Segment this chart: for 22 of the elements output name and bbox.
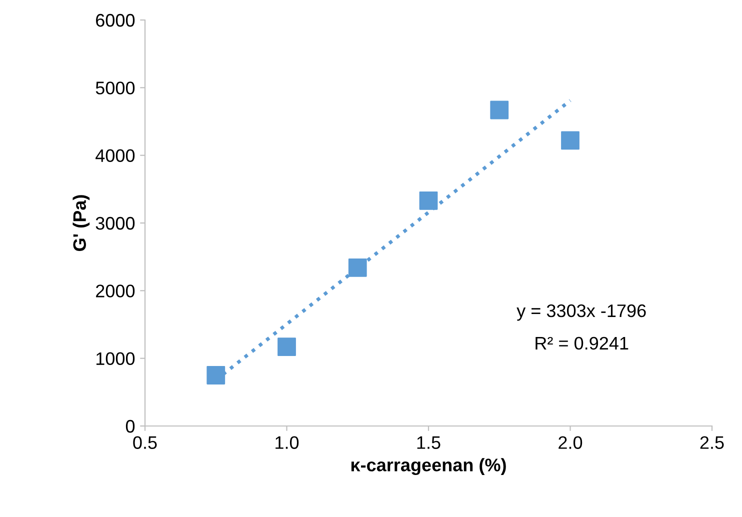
y-tick-label: 2000: [96, 284, 135, 298]
point: [561, 131, 580, 150]
y-tick-label: 6000: [96, 14, 135, 27]
x-tick-label: 1.5: [417, 436, 440, 449]
point: [419, 191, 438, 210]
annotation: R² = 0.9241: [536, 336, 628, 350]
x-axis-title: κ-carrageenan (%): [351, 458, 506, 476]
y-tick-label: 4000: [96, 149, 135, 162]
point: [278, 338, 296, 356]
y-axis-title: G' (Pa): [72, 195, 90, 251]
x-tick-label: 2.0: [558, 436, 582, 449]
y-tick-label: 1000: [96, 352, 135, 366]
point: [206, 366, 226, 384]
annotation: y = 3303x -1796: [516, 304, 646, 321]
point: [490, 100, 509, 120]
x-tick-label: 2.5: [700, 436, 724, 449]
y-tick-label: 5000: [96, 82, 135, 94]
x-tick-label: 1.0: [276, 436, 299, 449]
x-tick-label: 0.5: [133, 436, 157, 449]
y-tick-label: 3000: [96, 216, 135, 230]
point: [348, 258, 367, 277]
y-tick-label: 0: [126, 420, 135, 433]
